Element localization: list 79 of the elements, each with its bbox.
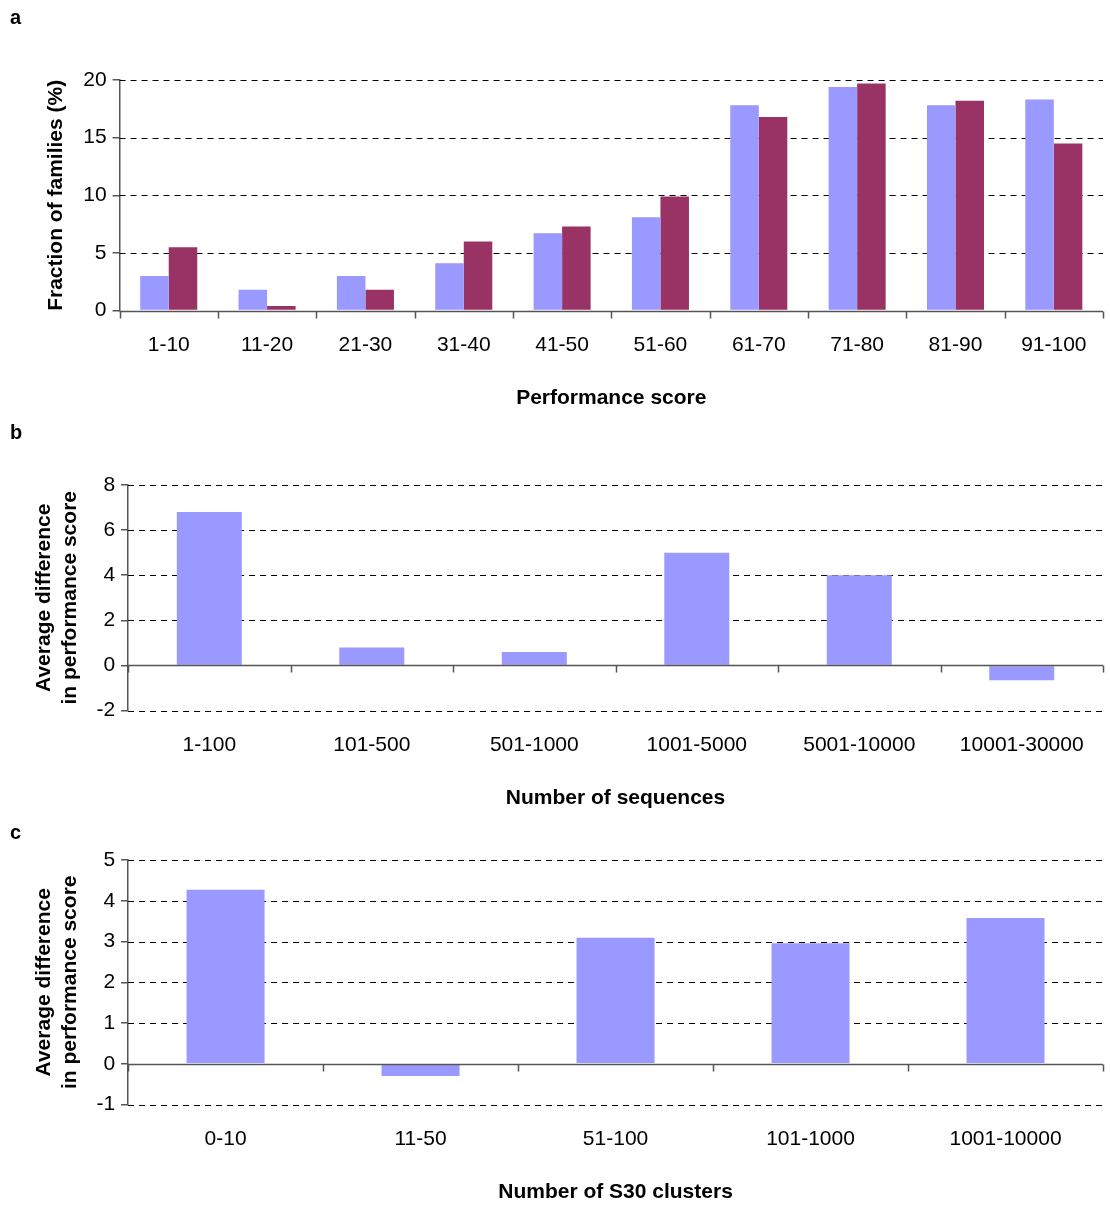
x-tick-label: 61-70 [731, 332, 786, 355]
bar [140, 276, 169, 310]
bar [966, 917, 1045, 1064]
bar [435, 263, 464, 310]
y-tick-label: -1 [96, 1091, 116, 1115]
bar [501, 651, 567, 665]
bar [1025, 99, 1054, 310]
y-tick-label: 1 [103, 1009, 116, 1033]
x-axis-title: Number of sequences [505, 785, 726, 809]
x-axis-title: Number of S30 clusters [498, 1179, 733, 1203]
x-tick-label: 501-1000 [489, 732, 579, 755]
y-axis-title: Average difference in performance score [31, 491, 80, 705]
bar [926, 105, 956, 310]
y-tick-label: 3 [103, 928, 116, 952]
x-tick-label: 21-30 [338, 332, 393, 355]
bar [989, 666, 1055, 681]
bar [168, 247, 198, 310]
bar [176, 512, 242, 665]
x-axis-title: Performance score [516, 385, 707, 409]
bar [758, 116, 788, 310]
y-tick-label: -2 [96, 697, 116, 721]
bar [660, 196, 689, 310]
x-tick-label: 11-20 [241, 332, 294, 355]
x-tick-label: 1001-10000 [949, 1126, 1062, 1149]
bar [730, 105, 759, 310]
x-tick-label: 51-100 [582, 1126, 649, 1149]
y-tick-label: 15 [83, 124, 107, 148]
bar [267, 305, 296, 310]
bar [1053, 143, 1083, 310]
y-tick-label: 2 [103, 969, 116, 993]
x-tick-label: 81-90 [928, 332, 983, 355]
bar [463, 241, 493, 310]
x-tick-label: 11-50 [394, 1126, 447, 1149]
x-tick-label: 0-10 [204, 1126, 247, 1149]
y-tick-label: 2 [103, 607, 116, 631]
bar [186, 889, 265, 1064]
x-tick-label: 31-40 [436, 332, 491, 355]
bar [533, 233, 563, 310]
y-axis-title: Fraction of families (%) [43, 79, 67, 311]
y-tick-label: 5 [103, 846, 116, 870]
x-tick-label: 51-60 [633, 332, 688, 355]
y-tick-label: 4 [103, 562, 116, 586]
x-tick-label: 1-10 [147, 332, 190, 355]
bar [238, 289, 268, 310]
bar [336, 276, 366, 310]
x-tick-label: 91-100 [1021, 332, 1087, 355]
bar [365, 289, 394, 310]
bar [631, 217, 661, 310]
x-tick-label: 41-50 [535, 332, 589, 355]
y-tick-label: 4 [103, 887, 116, 911]
x-tick-label: 1-100 [182, 732, 237, 755]
bar [771, 943, 850, 1064]
y-tick-label: 0 [94, 297, 107, 321]
x-tick-label: 101-500 [333, 732, 411, 755]
text: a [10, 5, 22, 28]
y-tick-label: 0 [103, 1050, 116, 1074]
x-tick-label: 10001-30000 [959, 732, 1084, 755]
bar [562, 226, 591, 310]
bar [857, 83, 886, 310]
x-tick-label: 1001-5000 [646, 732, 747, 755]
bar [576, 937, 655, 1064]
bar [664, 552, 730, 665]
y-axis-title: Average difference in performance score [31, 875, 80, 1090]
y-tick-label: 6 [103, 516, 116, 540]
bar [381, 1064, 460, 1077]
text: c [10, 820, 22, 843]
x-tick-label: 71-80 [830, 332, 884, 355]
y-tick-label: 10 [83, 182, 107, 206]
y-tick-label: 8 [103, 471, 116, 495]
bar [826, 575, 892, 665]
text: b [10, 420, 23, 443]
bar [339, 647, 405, 665]
bar [828, 86, 858, 310]
y-tick-label: 5 [94, 239, 107, 263]
bar [955, 100, 984, 310]
x-tick-label: 5001-10000 [803, 732, 916, 755]
x-tick-label: 101-1000 [766, 1126, 855, 1149]
y-tick-label: 20 [83, 66, 107, 90]
y-tick-label: 0 [103, 652, 116, 676]
